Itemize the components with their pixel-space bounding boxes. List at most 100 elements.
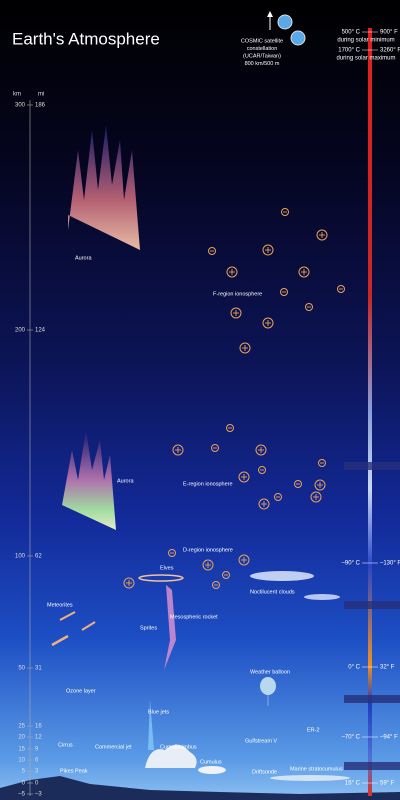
feature-label: F-region ionosphere [213, 291, 262, 297]
ion-ring [211, 444, 219, 452]
km-label: 200 [15, 328, 26, 334]
positive-ion [226, 266, 238, 278]
temp-celsius: –90° C [342, 561, 361, 567]
mi-label: 9 [35, 747, 39, 753]
negative-ion [294, 480, 302, 488]
mi-label: 3 [35, 769, 39, 775]
feature-labels: Aurora F-region ionosphere Aurora E-region … [47, 255, 343, 775]
unit-mi: mi [38, 92, 44, 98]
positive-ion [238, 554, 250, 566]
ion-ring [337, 285, 345, 293]
ion-ring [239, 342, 251, 354]
ion-ring [294, 480, 302, 488]
positive-ion [316, 229, 328, 241]
temp-fahrenheit: 32° F [380, 665, 395, 671]
feature-label: Marine stratocumulus [290, 766, 343, 772]
mi-label: 186 [35, 103, 46, 109]
feature-label: Noctilucent clouds [250, 589, 295, 595]
negative-ion [211, 444, 219, 452]
weather-balloon [260, 677, 276, 695]
km-label: 20 [18, 735, 25, 741]
satellite-icon [267, 11, 306, 46]
positive-ion [314, 479, 326, 491]
feature-label: Gulfstream V [245, 738, 277, 744]
layer-band [344, 762, 400, 770]
mi-label: 62 [35, 554, 42, 560]
cumulus [198, 766, 226, 774]
temp-note: during solar maximum [336, 56, 395, 62]
ion-ring [314, 479, 326, 491]
positive-ion [255, 444, 267, 456]
satellite-line: (UCAR/Taiwan) [243, 53, 281, 59]
mi-label: 16 [35, 724, 42, 730]
ion-ring [255, 444, 267, 456]
km-label: 10 [18, 758, 25, 764]
ion-ring [258, 466, 266, 474]
sprites [164, 585, 176, 670]
satellite-line: 800 km/500 m [245, 61, 280, 67]
elves-ring [138, 574, 184, 582]
ion-ring [298, 266, 310, 278]
satellite-caption: COSMIC satellite constellation(UCAR/Taiwa… [241, 38, 283, 67]
blue-jets [148, 700, 154, 750]
km-label: 300 [15, 103, 26, 109]
mi-label: 12 [35, 735, 42, 741]
negative-ion [280, 288, 288, 296]
negative-ion [226, 424, 234, 432]
negative-ion [281, 208, 289, 216]
ion-ring [281, 208, 289, 216]
ion-ring [222, 571, 230, 579]
feature-label: Aurora [75, 255, 92, 261]
positive-ion [230, 307, 242, 319]
negative-ion [274, 493, 282, 501]
ion-ring [258, 498, 270, 510]
positive-ion [310, 491, 322, 503]
km-label: 25 [18, 724, 25, 730]
negative-ion [168, 549, 176, 557]
ion-ring [172, 444, 184, 456]
negative-ion [222, 571, 230, 579]
meteorite [51, 634, 69, 647]
ion-ring [202, 559, 214, 571]
feature-label: Cirrus [58, 742, 73, 748]
ion-ring [168, 549, 176, 557]
satellite-line: COSMIC satellite [241, 38, 283, 44]
ions [123, 208, 345, 589]
satellite-line: constellation [247, 46, 278, 52]
km-label: 5 [22, 769, 26, 775]
ion-ring [316, 229, 328, 241]
positive-ion [123, 577, 135, 589]
ion-ring [310, 491, 322, 503]
ion-ring [274, 493, 282, 501]
temp-fahrenheit: –94° F [380, 735, 398, 741]
temperature-bar [368, 28, 372, 796]
positive-ion [202, 559, 214, 571]
temp-fahrenheit: 900° F [380, 30, 398, 36]
temp-celsius: 500° C [342, 30, 361, 36]
ground [0, 776, 400, 800]
feature-label: Cumulus [200, 759, 222, 765]
negative-ion [212, 581, 220, 589]
negative-ion [337, 285, 345, 293]
ion-ring [212, 581, 220, 589]
title: Earth's Atmosphere [12, 29, 160, 48]
positive-ion [172, 444, 184, 456]
mi-label: 0 [35, 781, 39, 787]
meteorite [81, 621, 96, 631]
stratocumulus [270, 775, 350, 781]
temp-celsius: 1700° C [338, 48, 360, 54]
cumulonimbus [145, 744, 197, 768]
feature-label: Aurora [117, 478, 134, 484]
feature-label: D-region ionosphere [183, 547, 233, 553]
noctilucent-cloud [250, 571, 314, 581]
positive-ion [262, 244, 274, 256]
temp-fahrenheit: 59° F [380, 781, 395, 787]
ion-ring [262, 244, 274, 256]
ion-ring [280, 288, 288, 296]
mi-label: 6 [35, 758, 39, 764]
feature-label: Pikes Peak [60, 768, 88, 774]
km-label: 50 [18, 666, 25, 672]
ion-ring [123, 577, 135, 589]
